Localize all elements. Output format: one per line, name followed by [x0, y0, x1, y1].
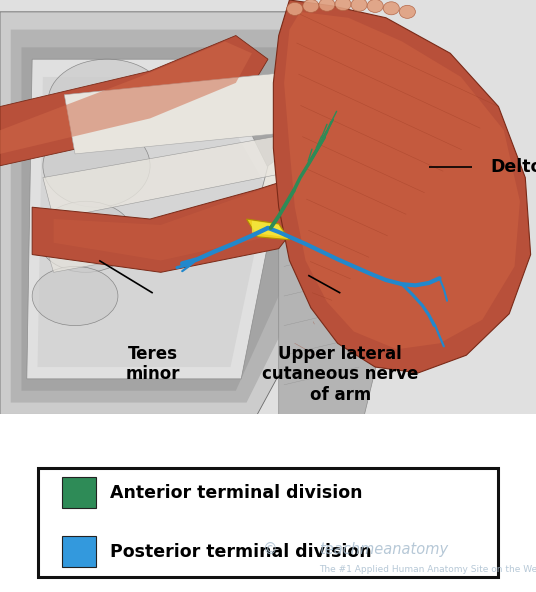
Polygon shape [0, 41, 252, 154]
Polygon shape [0, 12, 364, 414]
Ellipse shape [335, 0, 351, 11]
Polygon shape [43, 130, 322, 219]
Polygon shape [11, 30, 348, 403]
Ellipse shape [367, 0, 383, 12]
Ellipse shape [287, 2, 303, 15]
Polygon shape [0, 36, 268, 166]
Ellipse shape [351, 0, 367, 11]
Text: Upper lateral
cutaneous nerve
of arm: Upper lateral cutaneous nerve of arm [262, 345, 419, 404]
Ellipse shape [383, 2, 399, 15]
Ellipse shape [48, 59, 166, 142]
Ellipse shape [32, 266, 118, 326]
Polygon shape [43, 195, 311, 272]
Text: The #1 Applied Human Anatomy Site on the Web: The #1 Applied Human Anatomy Site on the… [319, 565, 536, 574]
Bar [0, 414, 536, 592]
Polygon shape [38, 77, 268, 367]
Polygon shape [279, 207, 386, 414]
Ellipse shape [319, 0, 335, 11]
Polygon shape [32, 178, 311, 272]
Polygon shape [0, 0, 536, 414]
Polygon shape [64, 71, 322, 154]
Bar [38, 468, 498, 577]
Polygon shape [21, 47, 332, 391]
Polygon shape [247, 219, 289, 240]
Text: Posterior terminal division: Posterior terminal division [110, 543, 371, 561]
Text: Deltoid: Deltoid [490, 158, 536, 176]
Bar [62, 477, 96, 508]
Text: ©: © [263, 542, 278, 557]
Ellipse shape [43, 124, 150, 207]
Polygon shape [284, 12, 520, 349]
Polygon shape [27, 59, 279, 379]
Polygon shape [252, 221, 284, 237]
Polygon shape [257, 142, 354, 237]
Ellipse shape [38, 201, 134, 272]
Polygon shape [273, 0, 531, 373]
Polygon shape [54, 184, 295, 260]
Text: Teres
minor: Teres minor [125, 345, 180, 384]
Text: Anterior terminal division: Anterior terminal division [110, 484, 362, 501]
Ellipse shape [399, 5, 415, 18]
Bar [62, 536, 96, 567]
Ellipse shape [303, 0, 319, 12]
Text: teachmeanatomy: teachmeanatomy [319, 542, 448, 557]
